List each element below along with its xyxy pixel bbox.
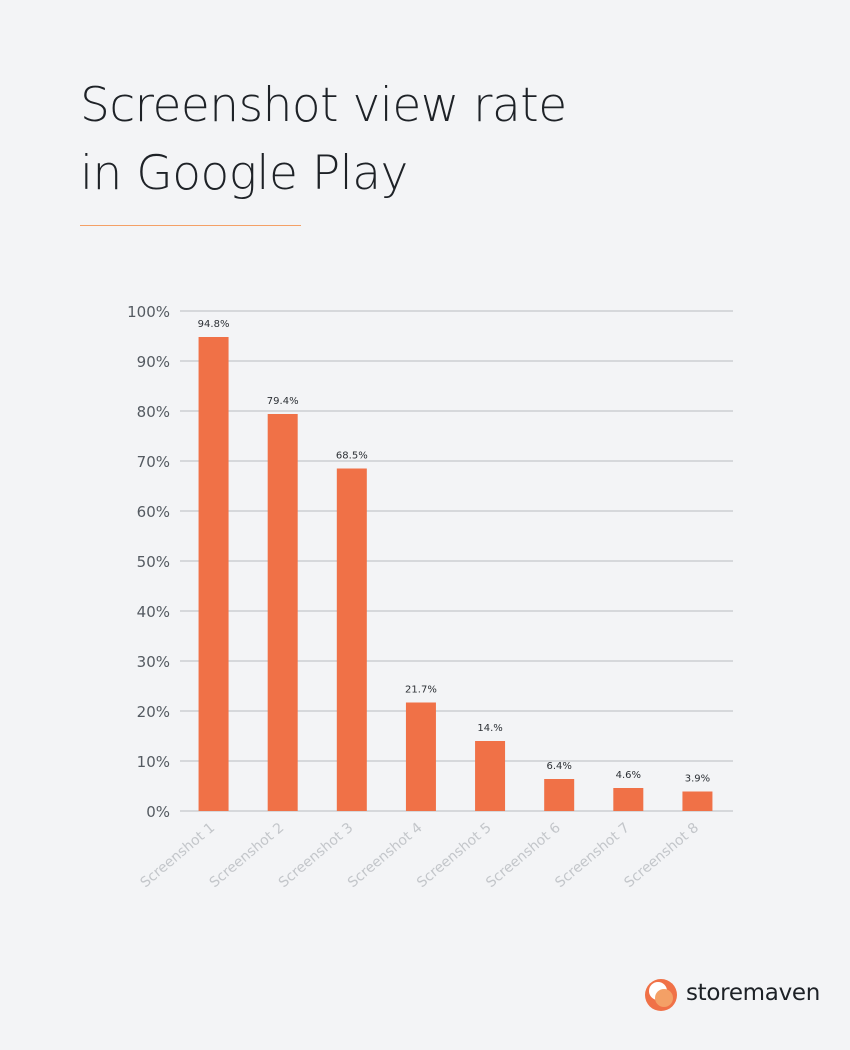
data-label: 68.5% [336,451,368,462]
data-label: 21.7% [405,685,437,696]
bar [267,414,298,811]
y-tick-label: 90% [137,353,170,371]
y-tick-label: 70% [137,453,170,471]
storemaven-logo-icon [645,979,677,1011]
bar [682,791,713,811]
x-category-label: Screenshot 6 [483,820,564,891]
data-label: 79.4% [267,396,299,407]
data-label: 4.6% [616,770,641,781]
bar [198,337,229,811]
bar [544,779,575,811]
x-category-label: Screenshot 5 [414,820,495,891]
data-label: 94.8% [198,319,230,330]
chart-title: Screenshot view rate in Google Play [80,72,720,208]
data-label: 3.9% [685,774,710,785]
y-tick-label: 10% [137,753,170,771]
storemaven-logo: storemaven [644,976,834,1016]
bar [613,788,644,811]
y-tick-label: 30% [137,653,170,671]
y-tick-label: 40% [137,603,170,621]
x-category-label: Screenshot 8 [621,820,702,891]
x-category-label: Screenshot 1 [138,820,219,891]
y-tick-label: 20% [137,703,170,721]
x-category-label: Screenshot 4 [345,820,426,891]
y-tick-label: 80% [137,403,170,421]
data-label: 6.4% [546,761,571,772]
chart-title-line-1: Screenshot view rate [80,78,567,133]
y-tick-label: 0% [146,803,170,821]
y-tick-label: 50% [137,553,170,571]
y-tick-label: 60% [137,503,170,521]
x-category-label: Screenshot 2 [207,820,288,891]
brand-name: storemaven [686,980,821,1006]
bar [475,741,506,811]
x-category-label: Screenshot 3 [276,820,357,891]
bar [336,468,367,811]
chart-title-line-2: in Google Play [80,146,408,201]
data-label: 14.% [477,723,502,734]
x-category-label: Screenshot 7 [552,820,633,891]
bar [405,702,436,811]
title-divider [80,225,301,226]
y-tick-label: 100% [127,303,170,321]
